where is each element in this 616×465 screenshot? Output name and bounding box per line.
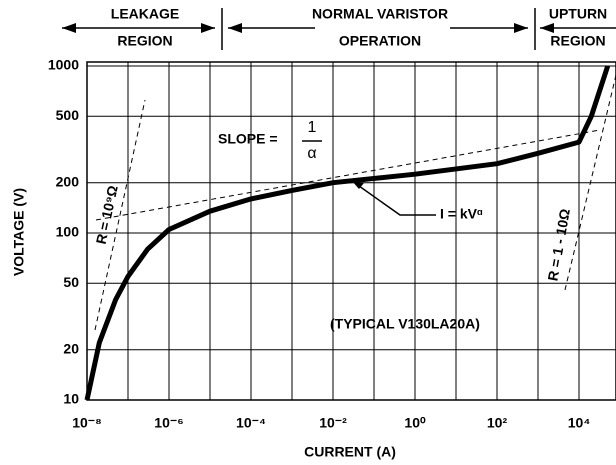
r-high-label: R = 1 - 10Ω [544,207,572,282]
region-label: LEAKAGE [111,6,179,22]
y-tick-label: 10 [63,391,79,407]
curve [84,65,611,401]
y-axis-title: VOLTAGE (V) [11,188,27,276]
x-tick-label: 10⁴ [568,415,591,431]
slope-denominator: α [307,145,316,162]
y-tick-label: 20 [63,340,79,356]
region-arrows [62,8,616,50]
x-axis-title: CURRENT (A) [304,444,396,460]
region-label: REGION [550,33,605,49]
plot-border [86,61,616,401]
r-low-label: R = 10⁹Ω [93,184,121,246]
region-label: UPTURN [549,6,607,22]
slope-label: SLOPE = [218,131,278,147]
slope-numerator: 1 [308,119,317,136]
x-tick-label: 10² [487,415,508,431]
y-tick-label: 200 [56,173,80,189]
y-tick-label: 100 [56,224,80,240]
x-tick-label: 10⁻² [319,415,347,431]
x-tick-label: 10⁻⁴ [236,415,266,431]
law-arrow [351,180,436,216]
plot-layer [84,61,616,401]
x-tick-label: 10⁰ [404,415,426,431]
x-tick-label: 10⁻⁶ [154,415,183,431]
region-label: OPERATION [339,33,421,49]
region-label: NORMAL VARISTOR [312,6,448,22]
y-tick-label: 500 [56,107,80,123]
typical-label: (TYPICAL V130LA20A) [330,316,480,332]
region-label: REGION [117,33,172,49]
x-tick-label: 10⁻⁸ [72,415,102,431]
law-arrowhead [352,181,364,189]
y-tick-label: 1000 [48,57,79,73]
y-tick-label: 50 [63,274,79,290]
law-label: I = kVᵅ [440,206,483,222]
tangent-lines [94,74,616,331]
